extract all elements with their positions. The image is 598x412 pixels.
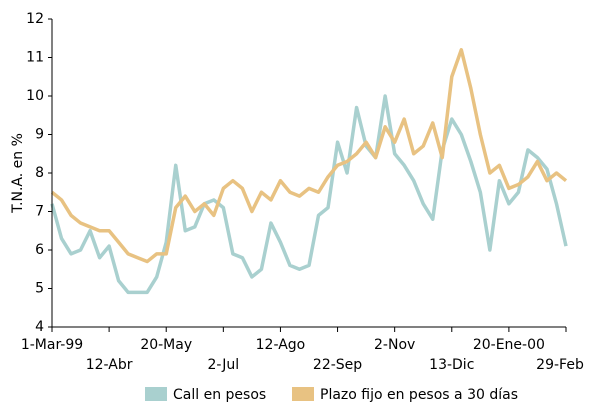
y-tick-label: 9: [35, 127, 44, 143]
y-tick-label: 4: [35, 319, 44, 335]
series-line: [50, 94, 568, 295]
legend-label: Plazo fijo en pesos a 30 días: [320, 387, 518, 403]
x-tick-label: 29-Feb: [536, 357, 584, 373]
x-tick-label: 22-Sep: [313, 357, 362, 373]
legend-label: Call en pesos: [173, 387, 266, 403]
x-tick-label: 20-May: [140, 337, 192, 353]
legend-swatch: [292, 387, 314, 401]
y-tick-label: 6: [35, 242, 44, 258]
x-tick-label: 1-Mar-99: [21, 337, 83, 353]
y-axis-label: T.N.A. en %: [10, 133, 26, 214]
y-tick-label: 5: [35, 281, 44, 297]
series-line: [50, 48, 568, 264]
y-tick-label: 7: [35, 204, 44, 220]
y-tick-label: 11: [26, 50, 44, 66]
y-tick-label: 10: [26, 88, 44, 104]
y-tick-label: 8: [35, 165, 44, 181]
legend-swatch: [145, 387, 167, 401]
x-tick-label: 20-Ene-00: [473, 337, 545, 353]
x-tick-label: 13-Dic: [429, 357, 474, 373]
x-tick-label: 12-Abr: [86, 357, 133, 373]
x-tick-label: 2-Nov: [374, 337, 415, 353]
x-tick-label: 12-Ago: [256, 337, 306, 353]
x-tick-label: 2-Jul: [208, 357, 240, 373]
y-tick-label: 12: [26, 11, 44, 27]
